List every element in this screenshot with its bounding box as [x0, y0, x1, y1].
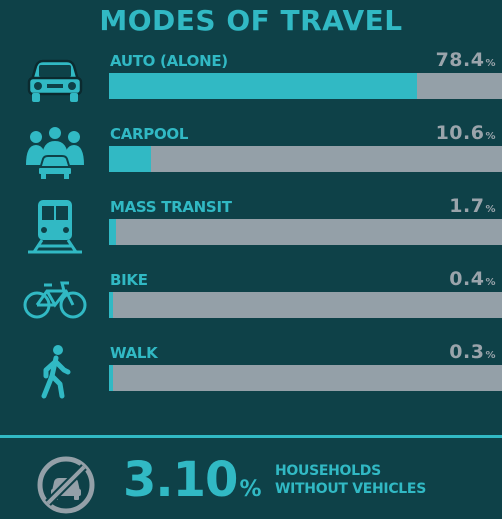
bar: [109, 292, 113, 318]
bar-track: [109, 73, 502, 99]
carpool-icon: [22, 125, 88, 181]
bar-row: CARPOOL 10.6%: [0, 122, 502, 185]
category-label: CARPOOL: [110, 125, 189, 143]
bar-track: [109, 292, 502, 318]
bar-row: MASS TRANSIT 1.7%: [0, 195, 502, 258]
bike-icon: [22, 271, 88, 327]
bar: [109, 146, 151, 172]
bar-track: [109, 219, 502, 245]
data-label: 0.4%: [449, 268, 496, 290]
bar-track: [109, 365, 502, 391]
data-label: 10.6%: [435, 122, 496, 144]
footer-value: 3.10%: [123, 452, 261, 508]
category-label: BIKE: [110, 271, 148, 289]
footer-label: HOUSEHOLDS WITHOUT VEHICLES: [275, 462, 426, 498]
category-label: WALK: [110, 344, 158, 362]
bar: [109, 219, 116, 245]
data-label: 78.4%: [435, 49, 496, 71]
data-label: 1.7%: [449, 195, 496, 217]
data-label: 0.3%: [449, 341, 496, 363]
car-icon: [22, 52, 88, 108]
category-label: AUTO (ALONE): [110, 52, 228, 70]
bar: [109, 365, 113, 391]
bar-row: AUTO (ALONE) 78.4%: [0, 49, 502, 112]
train-icon: [22, 198, 88, 254]
chart-title: MODES OF TRAVEL: [99, 4, 403, 37]
bar-row: BIKE 0.4%: [0, 268, 502, 331]
category-label: MASS TRANSIT: [110, 198, 232, 216]
bar: [109, 73, 418, 99]
footer-label-line1: HOUSEHOLDS: [275, 463, 381, 479]
no-car-icon: [36, 455, 96, 515]
bar-row: WALK 0.3%: [0, 341, 502, 404]
walk-icon: [22, 344, 88, 400]
footer-label-line2: WITHOUT VEHICLES: [275, 481, 426, 497]
bar-track: [109, 146, 502, 172]
divider: [0, 435, 502, 438]
